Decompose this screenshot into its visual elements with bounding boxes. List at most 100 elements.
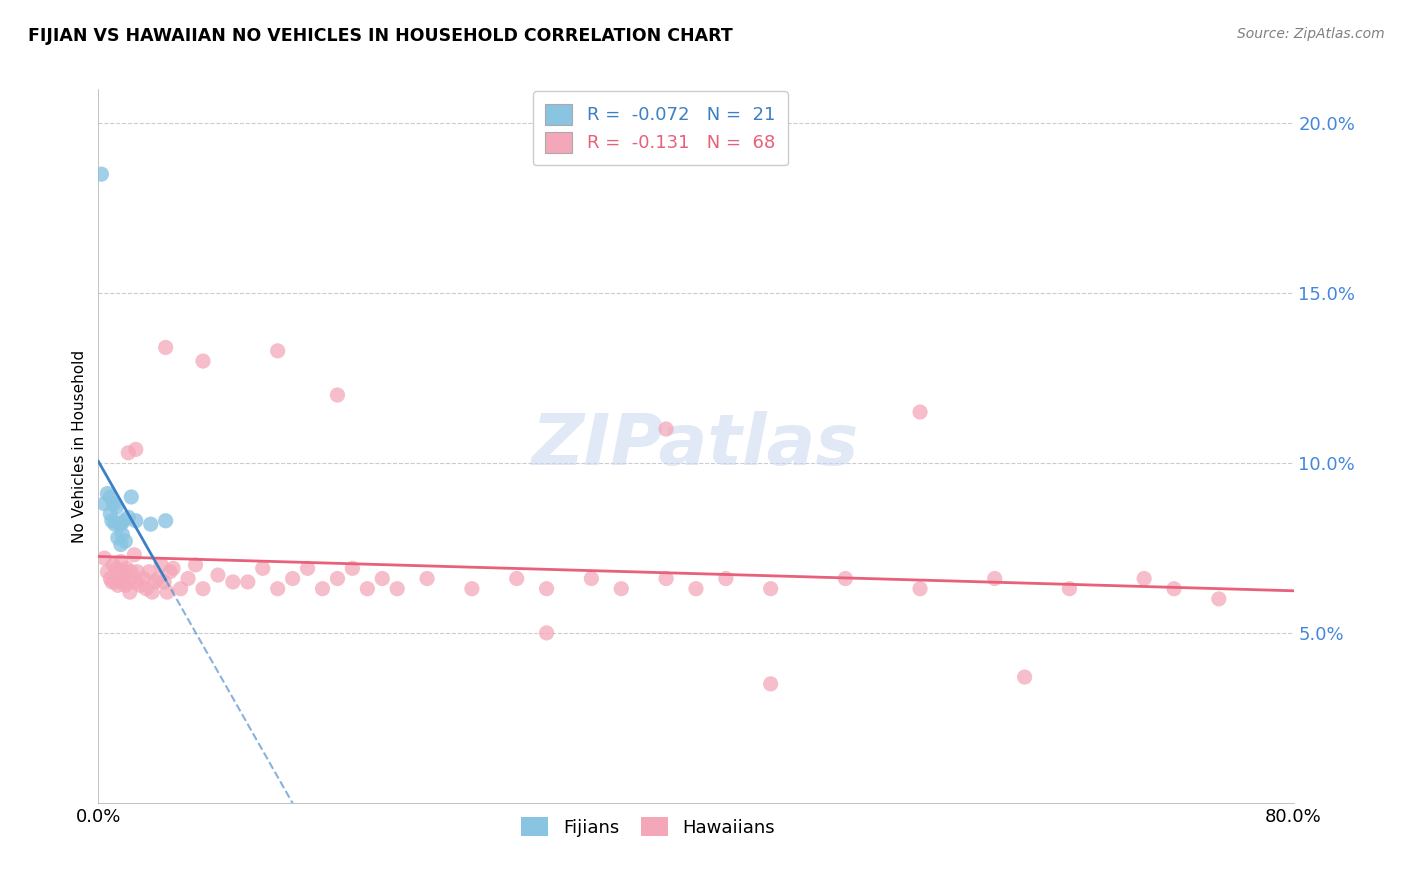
Point [685,582,707,596]
Point [581,572,603,586]
Point [655,572,678,586]
Point [108,517,131,532]
Point [117,510,139,524]
Point [103,497,125,511]
Point [169,582,191,596]
Point [118,585,141,599]
Point [342,561,364,575]
Point [138,565,160,579]
Point [117,446,139,460]
Point [111,574,134,589]
Point [655,422,678,436]
Point [184,558,207,572]
Point [610,582,633,596]
Point [120,565,142,579]
Point [110,537,132,551]
Point [222,574,245,589]
Point [536,626,558,640]
Point [326,388,349,402]
Point [207,568,229,582]
Point [177,572,200,586]
Point [236,574,259,589]
Point [110,555,132,569]
Point [326,572,349,586]
Point [356,582,378,596]
Point [155,341,177,355]
Point [105,500,128,515]
Point [117,574,139,589]
Point [759,582,782,596]
Point [143,574,166,589]
Point [1059,582,1081,596]
Point [114,534,136,549]
Point [536,582,558,596]
Text: Source: ZipAtlas.com: Source: ZipAtlas.com [1237,27,1385,41]
Point [98,507,122,521]
Y-axis label: No Vehicles in Household: No Vehicles in Household [72,350,87,542]
Point [714,572,737,586]
Point [112,514,135,528]
Point [267,582,290,596]
Text: ZIPatlas: ZIPatlas [533,411,859,481]
Point [908,405,931,419]
Point [107,531,129,545]
Point [115,561,138,575]
Point [125,442,148,457]
Point [125,514,148,528]
Point [153,574,176,589]
Point [1163,582,1185,596]
Point [125,574,148,589]
Point [110,517,132,532]
Point [108,565,131,579]
Point [834,572,856,586]
Point [191,354,214,368]
Point [1208,591,1230,606]
Point [104,574,127,589]
Point [98,490,122,504]
Point [371,572,394,586]
Point [105,561,128,575]
Point [124,548,146,562]
Point [103,558,125,572]
Point [759,677,782,691]
Point [159,565,181,579]
Point [135,582,157,596]
Point [281,572,304,586]
Point [1014,670,1036,684]
Point [96,565,118,579]
Point [1133,572,1156,586]
Point [107,578,129,592]
Point [96,486,118,500]
Point [311,582,333,596]
Point [506,572,529,586]
Point [155,514,177,528]
Point [129,578,152,592]
Point [267,343,290,358]
Point [132,572,155,586]
Text: FIJIAN VS HAWAIIAN NO VEHICLES IN HOUSEHOLD CORRELATION CHART: FIJIAN VS HAWAIIAN NO VEHICLES IN HOUSEH… [28,27,733,45]
Point [114,578,136,592]
Point [252,561,274,575]
Point [141,585,163,599]
Point [984,572,1007,586]
Point [93,497,115,511]
Point [90,167,112,181]
Point [98,572,122,586]
Legend: Fijians, Hawaiians: Fijians, Hawaiians [515,810,782,844]
Point [908,582,931,596]
Point [111,527,134,541]
Point [104,517,127,532]
Point [112,565,135,579]
Point [461,582,484,596]
Point [127,565,149,579]
Point [385,582,409,596]
Point [416,572,439,586]
Point [162,561,184,575]
Point [156,585,179,599]
Point [191,582,214,596]
Point [297,561,319,575]
Point [150,558,173,572]
Point [120,490,142,504]
Point [148,572,170,586]
Point [93,551,115,566]
